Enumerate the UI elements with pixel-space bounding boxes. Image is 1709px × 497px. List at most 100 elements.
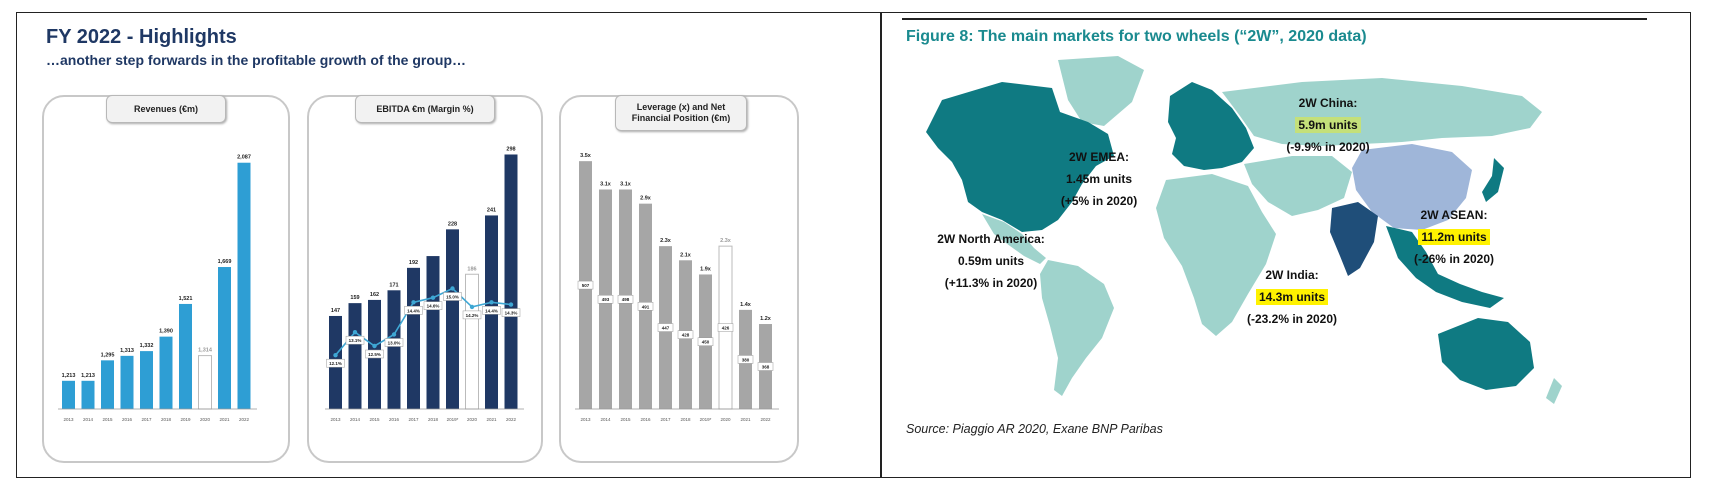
- x-tick-label: 2018: [428, 417, 439, 422]
- margin-label-box: [345, 335, 365, 345]
- x-tick-label: 2019*: [447, 417, 459, 422]
- bar-value-label: 1.9x: [700, 266, 712, 272]
- bar-2017: [407, 267, 420, 409]
- emea-units: 1.45m units: [1065, 172, 1133, 186]
- bar-value-label: 162: [370, 292, 379, 298]
- margin-value-label: 12.5%: [368, 352, 381, 357]
- x-tick-label: 2013: [330, 417, 341, 422]
- asean-name: 2W ASEAN:: [1420, 208, 1488, 222]
- india-name: 2W India:: [1265, 268, 1319, 282]
- x-tick-label: 2016: [640, 417, 651, 422]
- map-australia: [1438, 318, 1534, 390]
- margin-point: [411, 300, 416, 305]
- bar-value-label: 1,213: [62, 373, 76, 379]
- x-tick-label: 2021: [740, 417, 751, 422]
- map-india: [1330, 202, 1378, 276]
- margin-value-label: 14.4%: [407, 308, 420, 313]
- nfp-value-label: 493: [602, 297, 610, 302]
- panel-divider: [880, 12, 882, 478]
- bar-2014: [348, 303, 362, 409]
- nfp-label-box: [657, 323, 674, 332]
- nfp-label-box: [737, 355, 754, 364]
- bar-2017: [140, 351, 153, 409]
- map-central-america: [982, 214, 1046, 264]
- bar-2013: [62, 380, 75, 409]
- bar-value-label: 241: [487, 207, 496, 213]
- bar-value-label: 1,213: [81, 373, 95, 379]
- map-southeast-asia: [1386, 226, 1504, 308]
- bar-value-label: 1,390: [159, 329, 173, 335]
- margin-label-box: [384, 338, 404, 347]
- leverage-chart-title: Leverage (x) and Net Financial Position …: [615, 95, 747, 131]
- highlights-section: FY 2022 - Highlights …another step forwa…: [16, 12, 880, 478]
- asean-change: (-26% in 2020): [1413, 252, 1495, 266]
- revenues-panel: Revenues (€m) 1,213 2013 1,213 2014 1,295 201…: [42, 95, 290, 463]
- margin-point: [333, 353, 338, 358]
- map-africa: [1156, 174, 1276, 336]
- nfp-value-label: 498: [622, 297, 630, 302]
- nfp-value-label: 368: [762, 365, 770, 370]
- highlights-title: FY 2022 - Highlights: [46, 26, 237, 48]
- margin-point: [430, 295, 436, 300]
- x-tick-label: 2013: [63, 417, 74, 422]
- map-north-america: [926, 82, 1114, 232]
- figure-source: Source: Piaggio AR 2020, Exane BNP Parib…: [906, 422, 1163, 436]
- asean-units: 11.2m units: [1418, 229, 1490, 245]
- x-tick-label: 2018: [680, 417, 691, 422]
- highlights-subtitle: …another step forwards in the profitable…: [46, 52, 466, 68]
- bar-2016: [387, 290, 401, 409]
- nfp-value-label: 491: [642, 304, 650, 309]
- bar-value-label: 1,295: [101, 352, 115, 358]
- map-greenland: [1058, 56, 1144, 126]
- nfp-label-box: [697, 337, 714, 346]
- bar-value-label: 192: [409, 260, 418, 266]
- bar-value-label: 1.2x: [760, 316, 772, 322]
- bar-value-label: 1,314: [198, 348, 213, 354]
- bar-value-label: 171: [389, 282, 398, 288]
- x-tick-label: 2014: [600, 417, 611, 422]
- x-tick-label: 2022: [760, 417, 771, 422]
- bar-value-label: 3.5x: [580, 153, 592, 159]
- x-tick-label: 2017: [141, 417, 152, 422]
- margin-label-box: [423, 301, 443, 310]
- margin-value-label: 15.0%: [446, 295, 459, 300]
- bar-value-label: 228: [448, 221, 457, 227]
- label-china: 2W China: 5.9m units (-9.9% in 2020): [1268, 92, 1388, 158]
- bar-value-label: 2.3x: [720, 238, 732, 244]
- nfp-value-label: 428: [682, 333, 690, 338]
- x-tick-label: 2015: [102, 417, 113, 422]
- margin-point: [352, 330, 358, 335]
- x-tick-label: 2015: [369, 417, 380, 422]
- x-tick-label: 2014: [83, 417, 94, 422]
- nfp-label-box: [597, 294, 614, 304]
- india-change: (-23.2% in 2020): [1246, 312, 1338, 326]
- x-tick-label: 2018: [161, 417, 172, 422]
- bar-value-label: 3.1x: [620, 181, 632, 187]
- margin-label-box: [443, 292, 462, 301]
- bar-2016: [120, 355, 134, 409]
- label-emea: 2W EMEA: 1.45m units (+5% in 2020): [1044, 146, 1154, 212]
- margin-value-label: 14.6%: [427, 304, 440, 309]
- x-tick-label: 2021: [486, 417, 497, 422]
- x-tick-label: 2020: [720, 417, 731, 422]
- map-south-america: [1040, 260, 1114, 396]
- bar-value-label: 1,313: [120, 348, 134, 354]
- nfp-label-box: [617, 294, 634, 304]
- bar-2019: [179, 303, 192, 409]
- x-tick-label: 2017: [408, 417, 419, 422]
- margin-point: [489, 300, 494, 305]
- x-tick-label: 2021: [219, 417, 230, 422]
- map-new-zealand: [1546, 378, 1562, 404]
- bar-2018: [426, 256, 440, 409]
- figure-title: Figure 8: The main markets for two wheel…: [906, 28, 1367, 45]
- figure-frame: [16, 12, 1691, 478]
- nfp-label-box: [717, 323, 734, 332]
- bar-value-label: 159: [350, 295, 359, 301]
- north-america-units: 0.59m units: [957, 254, 1025, 268]
- margin-point: [391, 332, 397, 337]
- emea-name: 2W EMEA:: [1069, 150, 1129, 164]
- ebitda-panel: EBITDA €m (Margin %) 147 2013 159 2014 162 20…: [307, 95, 543, 463]
- margin-label-box: [482, 306, 501, 315]
- bar-2014: [81, 380, 95, 409]
- margin-value-label: 13.0%: [388, 341, 401, 346]
